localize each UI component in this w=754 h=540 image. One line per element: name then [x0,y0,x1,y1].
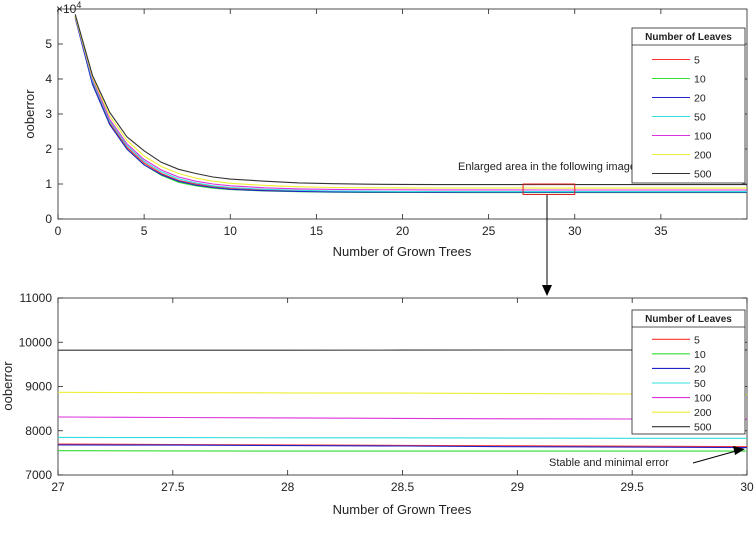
zoomed-chart: 27 27.5 28 28.5 29 29.5 30 7000 8000 9000 10000 11… [0,291,754,517]
y-tick-label: 8000 [25,424,52,438]
legend-2: Number of Leaves 5 10 20 50 100 200 500 [631,309,746,435]
legend-label-200: 200 [694,407,712,419]
legend-title: Number of Leaves [645,314,732,325]
y-tick-label: 7000 [25,468,52,482]
legend-label-200: 200 [694,150,712,162]
legend-box [631,309,746,435]
y-exponent-1: ×104 [56,0,81,16]
legend-box [631,27,746,184]
x-axis-1: 0 5 10 15 20 25 30 35 [55,9,668,238]
x-tick-label: 29 [511,480,525,494]
x-tick-label: 29.5 [620,480,644,494]
legend-label-50: 50 [694,112,706,124]
legend-1: Number of Leaves 5 10 20 50 100 200 500 [631,27,746,184]
x-tick-label: 15 [310,224,324,238]
series-lines-1 [74,14,747,194]
y-axis-2: 7000 8000 9000 10000 11000 [19,291,747,482]
y-tick-label: 9000 [25,380,52,394]
y-axis-label-1: ooberror [22,89,37,139]
y-tick-label: 2 [45,142,52,156]
series-line-500 [74,14,747,186]
stable-arrow [692,446,745,464]
x-axis-2: 27 27.5 28 28.5 29 29.5 30 [51,298,754,494]
x-tick-label: 10 [224,224,238,238]
x-tick-label: 25 [482,224,496,238]
legend-label-20: 20 [694,363,706,375]
y-tick-label: 11000 [20,291,53,305]
series-line-50 [58,436,747,439]
x-tick-label: 20 [396,224,410,238]
x-axis-label-1: Number of Grown Trees [333,244,472,259]
y-tick-label: 10000 [19,335,53,349]
legend-label-10: 10 [694,74,706,86]
legend-label-500: 500 [694,169,712,181]
x-tick-label: 28.5 [391,480,415,494]
legend-label-500: 500 [694,422,712,434]
y-tick-label: 1 [45,177,52,191]
x-tick-label: 27.5 [161,480,185,494]
x-tick-label: 0 [55,224,62,238]
enlarged-area-box [522,183,576,195]
x-tick-label: 35 [654,224,668,238]
series-line-5 [58,443,747,448]
legend-label-10: 10 [694,349,706,361]
legend-label-5: 5 [694,334,700,346]
x-tick-label: 30 [740,480,754,494]
y-tick-label: 3 [45,107,52,121]
legend-label-100: 100 [694,393,712,405]
legend-label-20: 20 [694,93,706,105]
y-tick-label: 0 [45,212,52,226]
legend-label-50: 50 [694,378,706,390]
x-tick-label: 30 [568,224,582,238]
overview-chart: 0 5 10 15 20 25 30 35 0 1 2 3 4 5 ×104 Number of Gro… [22,0,748,259]
series-line-100 [74,15,747,191]
x-tick-label: 27 [51,480,65,494]
x-tick-label: 5 [141,224,148,238]
x-tick-label: 28 [281,480,295,494]
enlarged-annotation: Enlarged area in the following image [458,161,636,173]
x-axis-label-2: Number of Grown Trees [333,502,472,517]
y-axis-label-2: ooberror [0,361,15,411]
legend-label-100: 100 [694,131,712,143]
y-tick-label: 5 [45,37,52,51]
stable-annotation: Stable and minimal error [549,457,669,469]
series-line-20 [74,17,747,193]
legend-label-5: 5 [694,55,700,67]
series-line-200 [74,15,747,189]
series-line-20 [58,444,747,449]
y-tick-label: 4 [45,72,52,86]
series-line-50 [74,15,747,193]
legend-title: Number of Leaves [645,32,732,43]
connector-arrow [542,195,552,296]
